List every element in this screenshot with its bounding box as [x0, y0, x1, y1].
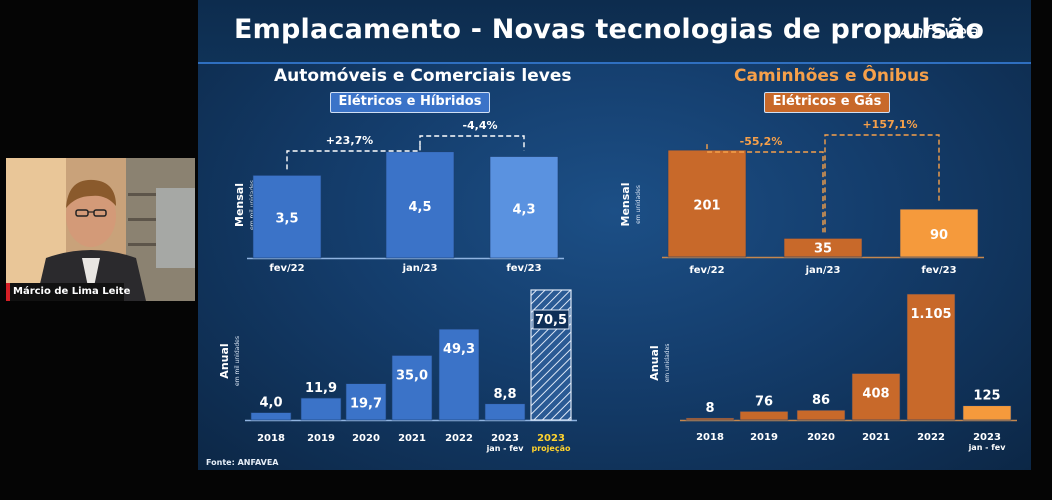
bar-value-label: 408	[862, 386, 889, 401]
bar-value-label: 8,8	[493, 387, 516, 402]
bar	[899, 208, 979, 258]
y-axis-label: Mensal	[619, 183, 632, 227]
annotation-bracket	[706, 144, 824, 233]
category-label: 2020	[807, 432, 835, 443]
bar	[906, 293, 956, 421]
badge-electric-gas: Elétricos e Gás	[764, 92, 890, 113]
badge-electric-hybrid: Elétricos e Híbridos	[330, 92, 490, 113]
projection-value-box	[532, 309, 570, 330]
bar-value-label: 125	[973, 389, 1000, 404]
bar-value-label: 49,3	[443, 342, 475, 357]
bar	[391, 355, 433, 421]
annotation-label: +23,7%	[326, 134, 373, 147]
bar-value-label: 3,5	[275, 212, 298, 227]
category-label: fev/22	[269, 263, 304, 274]
annotation-bracket	[824, 134, 940, 233]
bar	[385, 151, 455, 259]
chart-light-annual: Anual em mil unidades 4,0 2018 11,9 2019 19,7 2…	[218, 289, 577, 453]
bar-value-label: 90	[930, 228, 948, 243]
bar-value-label: 4,0	[259, 396, 282, 411]
category-label: fev/23	[506, 263, 541, 274]
chart-heavy-monthly: Mensal em unidades 201 fev/22 35 jan/23 90 fev/…	[619, 118, 984, 276]
bar	[667, 149, 747, 258]
bar-value-label: 201	[693, 199, 720, 214]
bar-value-label: 4,3	[512, 202, 535, 217]
annotation-label: +157,1%	[862, 118, 917, 131]
y-axis-label: Mensal	[233, 183, 246, 227]
category-label: 2022	[917, 432, 945, 443]
category-sublabel: jan - fev	[486, 444, 525, 453]
speaker-video-illustration	[6, 158, 195, 301]
bar-value-label: 35,0	[396, 368, 428, 383]
category-label: 2020	[352, 433, 380, 444]
category-label: fev/23	[921, 265, 956, 276]
bar	[796, 409, 846, 421]
slide-title-bar: Emplacamento - Novas tecnologias de prop…	[198, 0, 1031, 64]
bar	[484, 403, 526, 421]
y-axis-label: Anual	[648, 345, 661, 380]
category-label: jan/23	[805, 265, 841, 276]
speaker-name: Márcio de Lima Leite	[13, 286, 131, 297]
bar	[250, 412, 292, 421]
charts-svg: Mensal em mil unidades 3,5fev/224,5jan/234…	[218, 118, 1017, 453]
y-axis-sublabel: em mil unidades	[249, 180, 256, 230]
chart-light-monthly: Mensal em mil unidades 3,5 fev/22 4,5 jan/23 4…	[233, 119, 564, 274]
category-label: 2023	[537, 433, 565, 444]
category-sublabel: jan - fev	[968, 443, 1007, 452]
bar-value-label: 70,5	[535, 313, 567, 328]
section-title-trucks-buses: Caminhões e Ônibus	[734, 66, 930, 86]
webcam-feed	[6, 158, 195, 301]
annotation-label: -4,4%	[462, 119, 497, 132]
presentation-slide: Emplacamento - Novas tecnologias de prop…	[198, 0, 1031, 470]
chart-heavy-annual: Anual em unidades 8 2018 76 2019 86 2020 408 2021…	[648, 293, 1017, 452]
bar-value-label: 11,9	[305, 381, 337, 396]
annotation-bracket	[286, 145, 421, 170]
category-label: 2022	[445, 433, 473, 444]
bar-value-label: 19,7	[350, 397, 382, 412]
annotation-bracket	[419, 135, 525, 151]
y-axis-sublabel: em mil unidades	[234, 336, 241, 386]
speaker-name-accent	[6, 283, 10, 301]
category-label: jan/23	[402, 263, 438, 274]
bar-value-label: 4,5	[408, 200, 431, 215]
bar	[489, 156, 559, 259]
category-label: 2019	[307, 433, 335, 444]
y-axis-label: Anual	[218, 343, 231, 378]
category-label: 2021	[398, 433, 426, 444]
anfavea-logo: Anfavea	[899, 22, 980, 43]
y-axis-sublabel: em unidades	[635, 185, 642, 224]
bar-value-label: 86	[812, 393, 830, 408]
bar-value-label: 8	[705, 401, 714, 416]
bar	[851, 373, 901, 421]
bar	[685, 417, 735, 421]
bar	[739, 411, 789, 421]
source-note: Fonte: ANFAVEA	[206, 458, 279, 467]
category-label: 2018	[257, 433, 285, 444]
category-label: 2023	[973, 432, 1001, 443]
bar-value-label: 76	[755, 394, 773, 409]
annotation-label: -55,2%	[740, 135, 783, 148]
category-label: 2023	[491, 433, 519, 444]
slide-title: Emplacamento - Novas tecnologias de prop…	[234, 14, 985, 45]
bar	[300, 397, 342, 421]
bar	[783, 238, 863, 258]
bar	[252, 175, 322, 259]
bar	[438, 328, 480, 421]
section-title-light-vehicles: Automóveis e Comerciais leves	[274, 66, 572, 86]
category-label: 2018	[696, 432, 724, 443]
speaker-name-bar	[6, 283, 124, 301]
bar	[345, 383, 387, 421]
bar-value-label: 1.105	[910, 307, 951, 322]
category-sublabel: projeção	[532, 444, 571, 453]
bar	[962, 405, 1012, 421]
category-label: fev/22	[689, 265, 724, 276]
bar-value-label: 35	[814, 242, 832, 257]
y-axis-sublabel: em unidades	[664, 344, 671, 383]
category-label: 2019	[750, 432, 778, 443]
category-label: 2021	[862, 432, 890, 443]
